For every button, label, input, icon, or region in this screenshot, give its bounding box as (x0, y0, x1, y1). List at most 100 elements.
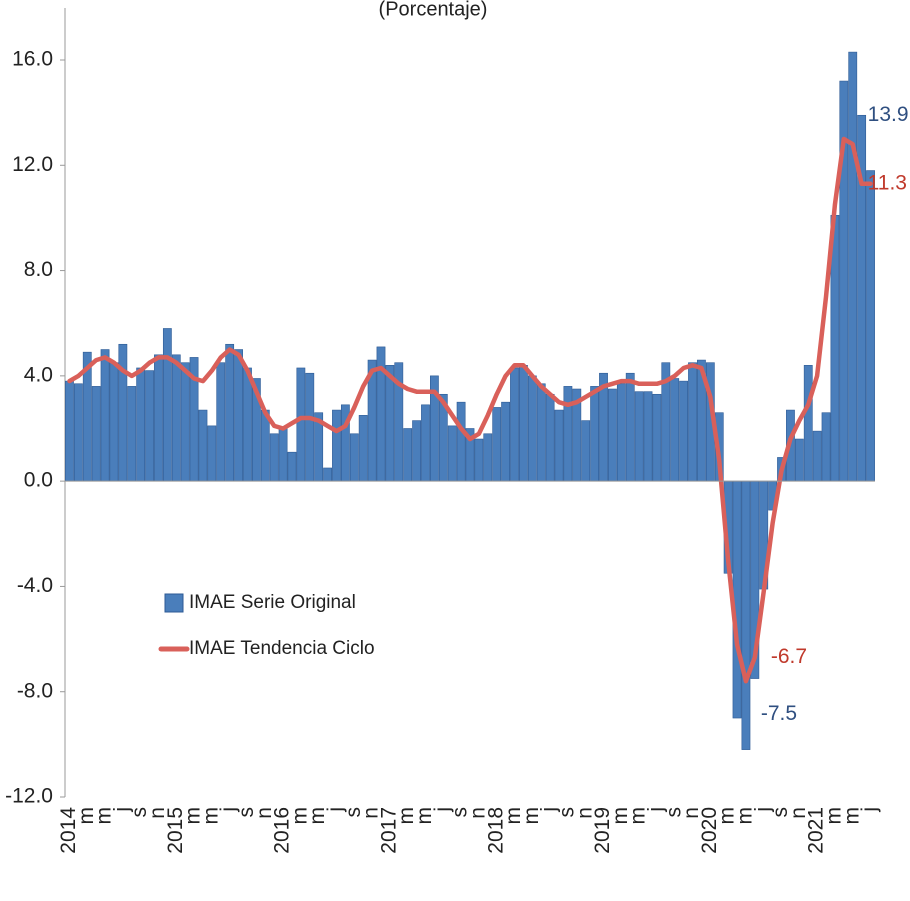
bar (483, 433, 493, 482)
bar (866, 170, 875, 482)
bar (136, 367, 146, 482)
bar (269, 433, 279, 482)
x-tick-label: n (253, 807, 276, 819)
x-tick-label: m (609, 807, 632, 825)
legend-swatch (164, 593, 184, 613)
bar (118, 343, 128, 482)
bar (652, 393, 662, 482)
bar (127, 386, 137, 482)
bar (679, 380, 689, 482)
x-tick-label: m (733, 807, 756, 825)
bar (145, 370, 154, 482)
bar (536, 383, 546, 482)
bar (803, 365, 813, 482)
y-tick-label: 12.0 (12, 153, 53, 176)
x-tick-label: j (217, 807, 240, 813)
bar (73, 383, 83, 482)
bar (207, 425, 217, 482)
data-label: -7.5 (761, 702, 797, 725)
bar (456, 401, 466, 482)
legend-label: IMAE Tendencia Ciclo (189, 638, 375, 659)
bar (234, 349, 243, 482)
bar (109, 362, 119, 482)
bar (287, 451, 297, 482)
bar (216, 362, 226, 482)
x-tick-label: 2016 (271, 807, 294, 854)
x-tick-label: 2017 (377, 807, 400, 854)
bar (510, 367, 519, 482)
x-tick-label: m (395, 807, 418, 825)
bar (100, 349, 110, 482)
x-tick-label: m (199, 807, 222, 825)
x-tick-label: m (840, 807, 863, 825)
bar (616, 383, 626, 482)
x-tick-label: 2019 (591, 807, 614, 854)
x-tick-label: s (342, 807, 365, 818)
x-tick-label: n (466, 807, 489, 819)
trend-line (67, 136, 873, 684)
x-tick-label: s (662, 807, 685, 818)
bar (492, 407, 502, 482)
x-tick-label: n (360, 807, 383, 819)
bar (65, 380, 74, 482)
bar (608, 388, 617, 482)
x-tick-label: s (769, 807, 792, 818)
bar (581, 420, 591, 482)
bar (332, 409, 341, 482)
bar (501, 401, 510, 482)
bar (545, 393, 555, 482)
bar (91, 386, 101, 482)
bar (563, 386, 573, 482)
x-tick-label: m (520, 807, 543, 825)
x-tick-label: m (93, 807, 116, 825)
bar (171, 354, 181, 482)
bar (812, 430, 822, 482)
bar (474, 438, 484, 482)
x-tick-label: m (306, 807, 329, 825)
bar (180, 362, 190, 482)
bar (225, 343, 235, 482)
x-tick-label: m (182, 807, 205, 825)
chart-subtitle: (Porcentaje) (379, 0, 488, 20)
bar (625, 372, 635, 482)
bar (848, 51, 858, 482)
y-tick-label: 16.0 (12, 48, 53, 71)
x-tick-label: s (555, 807, 578, 818)
x-tick-label: n (573, 807, 596, 819)
x-tick-label: m (822, 807, 845, 825)
x-tick-label: s (235, 807, 258, 818)
bar (403, 428, 413, 482)
x-tick-label: j (858, 807, 881, 813)
y-tick-label: -12.0 (5, 785, 53, 808)
bar (385, 365, 395, 482)
bar (421, 404, 430, 482)
x-tick-label: j (644, 807, 667, 813)
bar (154, 354, 163, 482)
x-tick-label: m (716, 807, 739, 825)
x-tick-label: m (627, 807, 650, 825)
bar (643, 391, 653, 482)
bar (358, 415, 368, 482)
bar (794, 438, 804, 482)
data-label: 11.3 (868, 171, 907, 194)
bar (198, 409, 208, 482)
bar (554, 409, 564, 482)
bar (688, 362, 697, 482)
legend-label: IMAE Serie Original (189, 592, 356, 613)
x-tick-label: j (110, 807, 133, 813)
bar (162, 328, 172, 482)
y-tick-label: 8.0 (24, 258, 53, 281)
x-tick-label: m (502, 807, 525, 825)
x-tick-label: n (146, 807, 169, 819)
bar (305, 372, 315, 482)
bar (821, 412, 831, 482)
bar (278, 428, 288, 482)
data-label: 13.9 (868, 103, 909, 126)
bar (243, 367, 252, 482)
x-tick-label: 2021 (805, 807, 828, 854)
bar (670, 378, 680, 482)
bar (741, 480, 751, 750)
bar (296, 367, 306, 482)
y-tick-label: -8.0 (17, 679, 53, 702)
